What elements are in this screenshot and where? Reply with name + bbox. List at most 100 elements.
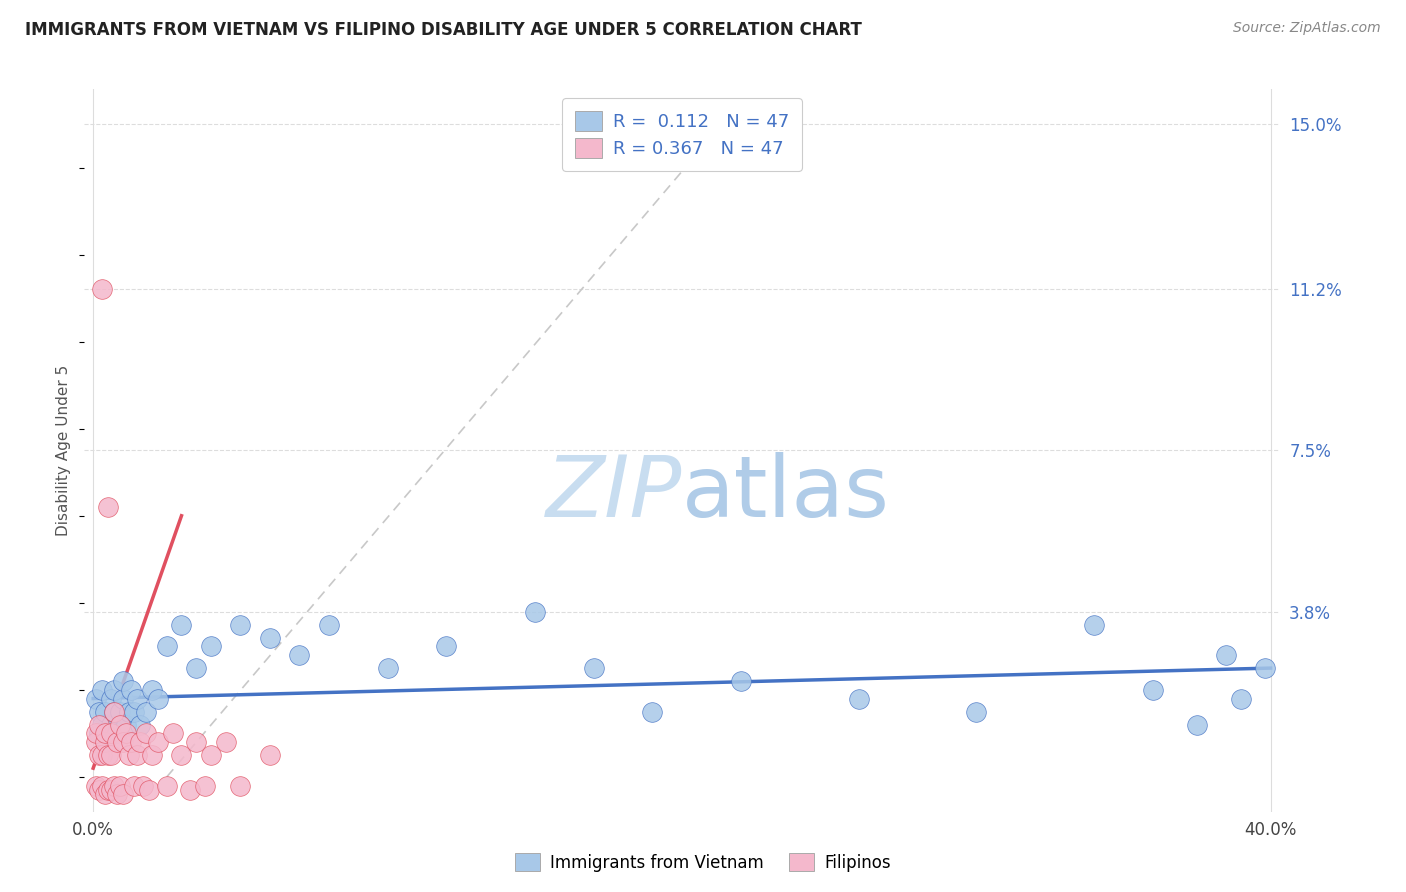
Point	[87, 748, 110, 763]
Point	[582, 661, 605, 675]
Point	[1254, 661, 1277, 675]
Point	[87, 726, 110, 740]
Point	[120, 735, 142, 749]
Point	[146, 691, 169, 706]
Point	[91, 682, 114, 697]
Legend: R =  0.112   N = 47, R = 0.367   N = 47: R = 0.112 N = 47, R = 0.367 N = 47	[562, 98, 801, 170]
Point	[1083, 617, 1105, 632]
Point	[214, 735, 236, 749]
Point	[103, 705, 125, 719]
Point	[87, 783, 110, 797]
Point	[146, 735, 169, 749]
Point	[100, 691, 122, 706]
Point	[129, 735, 152, 749]
Point	[108, 717, 131, 731]
Point	[97, 748, 120, 763]
Point	[641, 705, 664, 719]
Point	[1230, 691, 1253, 706]
Point	[135, 726, 157, 740]
Point	[111, 735, 134, 749]
Point	[1142, 682, 1164, 697]
Text: atlas: atlas	[682, 452, 890, 535]
Point	[377, 661, 399, 675]
Point	[103, 705, 125, 719]
Point	[141, 682, 163, 697]
Point	[730, 674, 752, 689]
Point	[127, 691, 149, 706]
Point	[848, 691, 870, 706]
Point	[108, 705, 131, 719]
Point	[186, 735, 208, 749]
Point	[132, 779, 155, 793]
Point	[229, 779, 252, 793]
Point	[108, 779, 131, 793]
Point	[120, 682, 142, 697]
Point	[170, 748, 193, 763]
Point	[124, 705, 146, 719]
Point	[94, 705, 117, 719]
Point	[138, 783, 160, 797]
Legend: Immigrants from Vietnam, Filipinos: Immigrants from Vietnam, Filipinos	[509, 847, 897, 879]
Point	[91, 748, 114, 763]
Point	[87, 717, 110, 731]
Point	[156, 779, 179, 793]
Point	[200, 640, 222, 654]
Point	[229, 617, 252, 632]
Point	[124, 779, 146, 793]
Point	[97, 726, 120, 740]
Point	[97, 783, 120, 797]
Point	[523, 605, 546, 619]
Point	[91, 282, 114, 296]
Point	[103, 682, 125, 697]
Point	[179, 783, 201, 797]
Point	[436, 640, 458, 654]
Point	[162, 726, 184, 740]
Point	[259, 631, 281, 645]
Point	[111, 691, 134, 706]
Point	[84, 691, 107, 706]
Point	[91, 779, 114, 793]
Point	[84, 779, 107, 793]
Text: ZIP: ZIP	[546, 452, 682, 535]
Point	[194, 779, 217, 793]
Point	[94, 726, 117, 740]
Point	[117, 748, 139, 763]
Point	[141, 748, 163, 763]
Point	[91, 717, 114, 731]
Text: IMMIGRANTS FROM VIETNAM VS FILIPINO DISABILITY AGE UNDER 5 CORRELATION CHART: IMMIGRANTS FROM VIETNAM VS FILIPINO DISA…	[25, 21, 862, 38]
Point	[100, 717, 122, 731]
Point	[186, 661, 208, 675]
Y-axis label: Disability Age Under 5: Disability Age Under 5	[56, 365, 72, 536]
Point	[111, 787, 134, 801]
Point	[965, 705, 987, 719]
Point	[114, 717, 136, 731]
Point	[170, 617, 193, 632]
Point	[100, 783, 122, 797]
Point	[117, 705, 139, 719]
Point	[94, 735, 117, 749]
Point	[127, 748, 149, 763]
Point	[103, 779, 125, 793]
Point	[94, 735, 117, 749]
Point	[1215, 648, 1237, 662]
Point	[105, 735, 128, 749]
Point	[259, 748, 281, 763]
Point	[105, 787, 128, 801]
Point	[84, 735, 107, 749]
Point	[84, 726, 107, 740]
Point	[200, 748, 222, 763]
Point	[100, 726, 122, 740]
Point	[288, 648, 311, 662]
Point	[318, 617, 340, 632]
Point	[114, 726, 136, 740]
Point	[156, 640, 179, 654]
Text: Source: ZipAtlas.com: Source: ZipAtlas.com	[1233, 21, 1381, 35]
Point	[97, 500, 120, 514]
Point	[129, 717, 152, 731]
Point	[111, 674, 134, 689]
Point	[87, 705, 110, 719]
Point	[100, 748, 122, 763]
Point	[1185, 717, 1208, 731]
Point	[105, 726, 128, 740]
Point	[94, 787, 117, 801]
